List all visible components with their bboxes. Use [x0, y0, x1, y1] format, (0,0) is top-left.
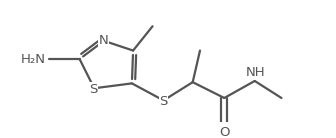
Text: S: S	[89, 83, 97, 96]
Text: S: S	[159, 95, 168, 108]
Text: N: N	[99, 34, 109, 47]
Text: H₂N: H₂N	[20, 53, 46, 66]
Text: O: O	[219, 126, 229, 138]
Text: NH: NH	[246, 66, 266, 79]
